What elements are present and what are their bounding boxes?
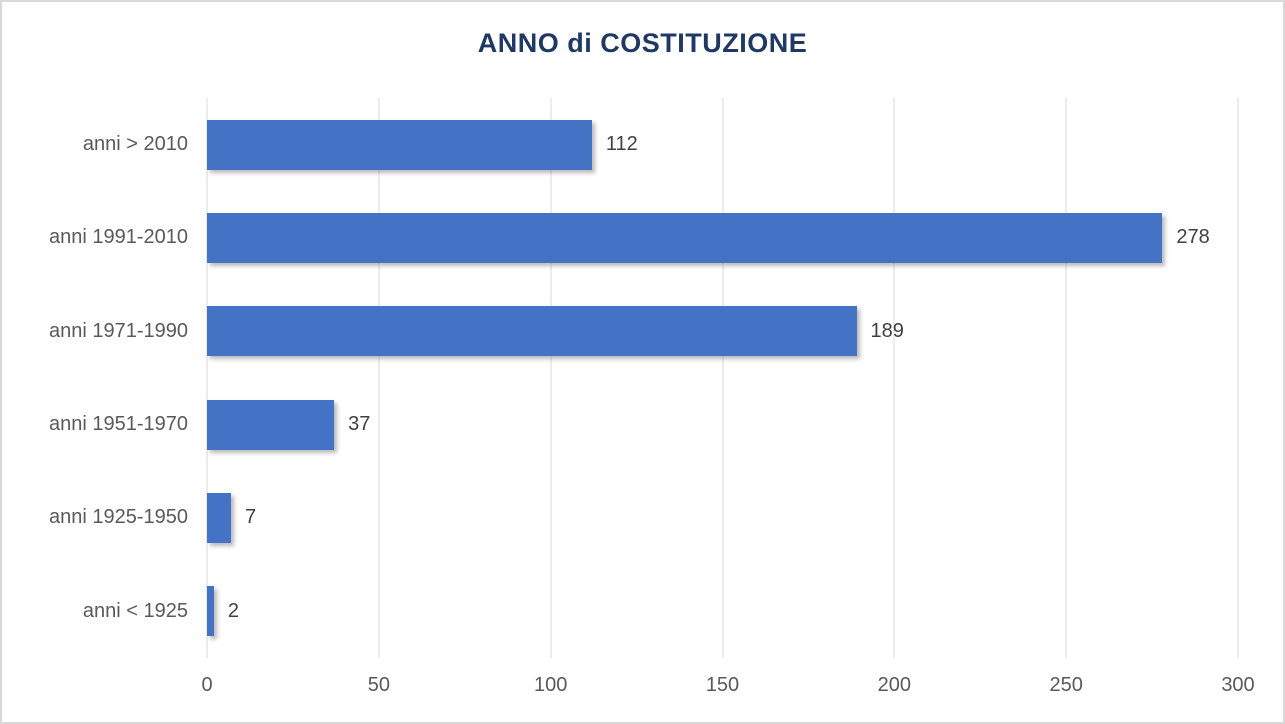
- gridlines: [206, 98, 1239, 658]
- x-axis-labels: 0 50 100 150 200 250 300: [201, 674, 1254, 704]
- value-label: 2: [227, 599, 239, 622]
- chart-title: ANNO di COSTITUZIONE: [477, 28, 808, 58]
- bar-row: 112: [207, 98, 1238, 191]
- value-label: 37: [348, 413, 371, 436]
- x-tick-label: 250: [1049, 674, 1083, 696]
- bar: [207, 119, 592, 170]
- value-label: 189: [870, 319, 904, 342]
- x-tick-label: 150: [705, 674, 740, 696]
- gridline: [893, 98, 895, 658]
- bar-row: 7: [207, 471, 1238, 564]
- category-label: anni 1925-1950: [48, 506, 188, 529]
- gridline: [1237, 98, 1239, 658]
- x-tick-label: 200: [877, 674, 912, 696]
- gridline: [1065, 98, 1067, 658]
- bar: [207, 306, 857, 357]
- bar-row: 189: [207, 285, 1238, 378]
- y-axis-labels: anni > 2010 anni 1991-2010 anni 1971-1990 a…: [2, 98, 188, 658]
- x-tick-label: 100: [533, 674, 568, 696]
- gridline: [378, 98, 380, 658]
- gridline: [722, 98, 723, 658]
- bar: [207, 586, 214, 637]
- x-tick-label: 0: [201, 674, 213, 696]
- category-label: anni < 1925: [82, 599, 188, 622]
- bar-rows: 112 278 189 37 7 2: [207, 98, 1238, 658]
- value-label: 112: [605, 133, 638, 156]
- category-label: anni 1991-2010: [48, 226, 188, 249]
- gridline: [550, 98, 552, 658]
- x-tick-label: 50: [367, 674, 390, 696]
- bar: [207, 399, 335, 450]
- plot-area: 112 278 189 37 7 2: [206, 98, 1239, 658]
- category-label: anni > 2010: [82, 133, 188, 156]
- value-label: 278: [1176, 226, 1210, 249]
- value-label: 7: [245, 506, 257, 529]
- x-tick-label: 300: [1221, 674, 1255, 696]
- category-label: anni 1951-1970: [48, 413, 188, 436]
- bar-row: 278: [207, 191, 1238, 284]
- gridline: [206, 98, 208, 658]
- bar-row: 2: [207, 565, 1238, 658]
- bar: [207, 492, 232, 543]
- bar-row: 37: [207, 378, 1238, 471]
- bar: [207, 212, 1163, 263]
- category-label: anni 1971-1990: [48, 319, 188, 342]
